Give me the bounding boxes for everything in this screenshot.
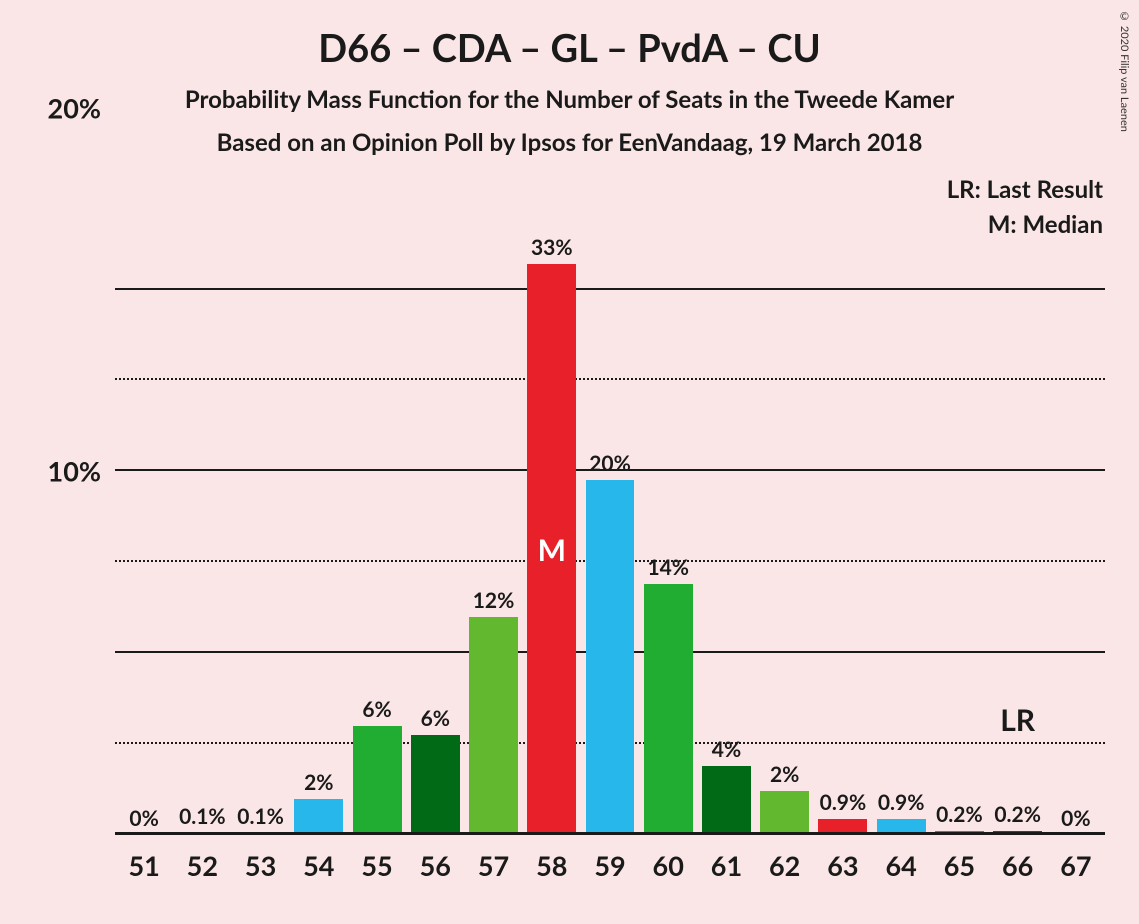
x-tick-label: 60	[653, 849, 684, 882]
chart-subtitle-2: Based on an Opinion Poll by Ipsos for Ee…	[0, 128, 1139, 157]
bar	[353, 726, 402, 835]
bar-value-label: 33%	[531, 235, 573, 260]
bar-slot: 14%60	[639, 235, 697, 835]
bar-value-label: 6%	[421, 706, 450, 731]
bar	[702, 766, 751, 835]
bar-slot: 33%M58	[523, 235, 581, 835]
bar-slot: 0.9%63	[814, 235, 872, 835]
x-tick-label: 53	[245, 849, 276, 882]
bar-slot: 0.1%53	[231, 235, 289, 835]
bar-value-label: 0.9%	[820, 790, 867, 815]
bar	[294, 799, 343, 835]
bar-slot: 12%57	[464, 235, 522, 835]
copyright-text: © 2020 Filip van Laenen	[1118, 10, 1131, 132]
bar-value-label: 0%	[1061, 806, 1090, 831]
median-marker: M	[538, 532, 566, 568]
bar-value-label: 0.1%	[179, 804, 226, 829]
bar-slot: 2%62	[756, 235, 814, 835]
chart-title: D66 – CDA – GL – PvdA – CU	[0, 0, 1139, 71]
bar-slot: 0%67	[1047, 235, 1105, 835]
x-tick-label: 55	[361, 849, 392, 882]
bar-value-label: 0.9%	[878, 790, 925, 815]
plot-area: 10%20%30% 0%510.1%520.1%532%546%556%5612…	[115, 235, 1105, 835]
lr-marker: LR	[1000, 702, 1035, 738]
x-tick-label: 62	[769, 849, 800, 882]
bar-value-label: 2%	[770, 762, 799, 787]
bar-value-label: 20%	[589, 451, 631, 476]
x-tick-label: 61	[711, 849, 742, 882]
x-tick-label: 57	[478, 849, 509, 882]
x-tick-label: 66	[1002, 849, 1033, 882]
x-tick-label: 56	[420, 849, 451, 882]
x-tick-label: 64	[885, 849, 916, 882]
x-tick-label: 54	[303, 849, 334, 882]
bar: M	[527, 264, 576, 835]
bar	[411, 735, 460, 835]
x-tick-label: 51	[128, 849, 159, 882]
bar-slot: 4%61	[697, 235, 755, 835]
bar-value-label: 14%	[647, 555, 689, 580]
bar-slot: 0%51	[115, 235, 173, 835]
bar-value-label: 0.2%	[994, 802, 1041, 827]
y-tick-label: 10%	[48, 455, 101, 488]
chart-subtitle-1: Probability Mass Function for the Number…	[0, 85, 1139, 114]
x-tick-label: 67	[1060, 849, 1091, 882]
bar-value-label: 12%	[473, 588, 515, 613]
bar-value-label: 2%	[304, 770, 333, 795]
x-tick-label: 52	[187, 849, 218, 882]
bar-slot: 2%54	[290, 235, 348, 835]
bar-slot: 6%56	[406, 235, 464, 835]
bar-value-label: 0.1%	[237, 804, 284, 829]
bars-container: 0%510.1%520.1%532%546%556%5612%5733%M582…	[115, 235, 1105, 835]
x-axis-baseline	[115, 832, 1105, 835]
bar-slot: 20%59	[581, 235, 639, 835]
bar-value-label: 0.2%	[936, 802, 983, 827]
x-tick-label: 58	[536, 849, 567, 882]
y-tick-label: 20%	[48, 91, 101, 124]
x-tick-label: 65	[944, 849, 975, 882]
bar-slot: 0.2%65	[930, 235, 988, 835]
bar	[644, 584, 693, 835]
bar-slot: 6%55	[348, 235, 406, 835]
bar-slot: 0.2%66	[989, 235, 1047, 835]
bar-value-label: 4%	[712, 737, 741, 762]
bar-value-label: 6%	[362, 697, 391, 722]
bar-slot: 0.9%64	[872, 235, 930, 835]
bar	[586, 480, 635, 835]
x-tick-label: 59	[594, 849, 625, 882]
x-tick-label: 63	[827, 849, 858, 882]
bar	[760, 791, 809, 835]
bar	[469, 617, 518, 835]
bar-value-label: 0%	[129, 806, 158, 831]
bar-slot: 0.1%52	[173, 235, 231, 835]
legend-lr: LR: Last Result	[947, 175, 1103, 204]
